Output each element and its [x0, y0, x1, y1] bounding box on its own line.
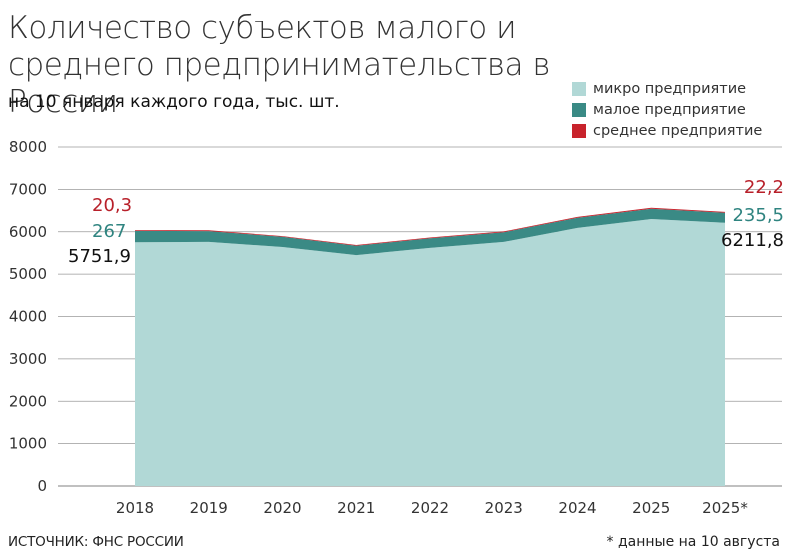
- legend-label-medium: среднее предприятие: [593, 122, 763, 139]
- label-start-medium: 20,3: [92, 195, 132, 216]
- label-end-small: 235,5: [732, 205, 784, 226]
- legend-label-small: малое предприятие: [593, 101, 746, 118]
- area-small: [135, 208, 725, 256]
- x-tick-label: 2018: [116, 499, 154, 517]
- area-micro: [135, 219, 725, 486]
- area-medium: [135, 207, 725, 246]
- y-tick-label: 1000: [9, 435, 47, 453]
- y-tick-label: 5000: [9, 265, 47, 283]
- y-tick-label: 6000: [9, 223, 47, 241]
- legend-item-medium: среднее предприятие: [572, 120, 762, 141]
- x-tick-label: 2025: [632, 499, 670, 517]
- x-tick-label: 2022: [411, 499, 449, 517]
- y-tick-label: 4000: [9, 308, 47, 326]
- y-tick-label: 2000: [9, 392, 47, 410]
- legend-item-small: малое предприятие: [572, 99, 762, 120]
- legend-swatch-micro: [572, 81, 586, 96]
- legend: микро предприятие малое предприятие сред…: [572, 78, 762, 141]
- y-tick-label: 0: [37, 477, 47, 495]
- x-tick-label: 2025*: [702, 499, 748, 517]
- source-note: ИСТОЧНИК: ФНС РОССИИ: [8, 534, 184, 550]
- x-tick-label: 2020: [263, 499, 301, 517]
- label-end-micro: 6211,8: [721, 230, 784, 251]
- legend-label-micro: микро предприятие: [593, 80, 747, 97]
- legend-swatch-medium: [572, 123, 586, 138]
- legend-item-micro: микро предприятие: [572, 78, 762, 99]
- label-start-micro: 5751,9: [68, 246, 131, 267]
- x-tick-label: 2023: [485, 499, 523, 517]
- legend-swatch-small: [572, 102, 586, 117]
- chart-title: Количество субъектов малого и среднего п…: [8, 10, 551, 120]
- y-tick-label: 7000: [9, 180, 47, 198]
- label-end-medium: 22,2: [744, 177, 784, 198]
- label-start-small: 267: [92, 221, 126, 242]
- x-tick-label: 2024: [558, 499, 596, 517]
- x-tick-label: 2021: [337, 499, 375, 517]
- x-tick-label: 2019: [190, 499, 228, 517]
- footnote: * данные на 10 августа: [606, 534, 780, 550]
- y-tick-label: 8000: [9, 138, 47, 156]
- y-tick-label: 3000: [9, 350, 47, 368]
- chart-subtitle: на 10 января каждого года, тыс. шт.: [8, 92, 340, 112]
